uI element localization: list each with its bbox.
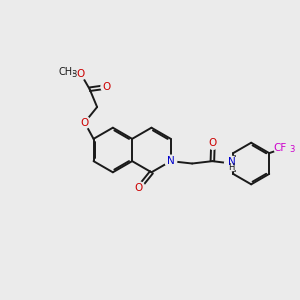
Text: CH: CH bbox=[58, 67, 72, 77]
Text: O: O bbox=[103, 82, 111, 92]
Text: CF: CF bbox=[274, 143, 287, 153]
Text: O: O bbox=[209, 138, 217, 148]
Text: N: N bbox=[167, 156, 175, 166]
Circle shape bbox=[133, 182, 145, 194]
Text: O: O bbox=[76, 69, 85, 79]
Text: O: O bbox=[80, 118, 89, 128]
Circle shape bbox=[101, 81, 113, 93]
Text: 3: 3 bbox=[71, 70, 76, 79]
Text: H: H bbox=[229, 163, 235, 172]
Text: O: O bbox=[135, 183, 143, 193]
Circle shape bbox=[225, 156, 239, 171]
Text: N: N bbox=[228, 157, 236, 167]
Text: 3: 3 bbox=[290, 145, 295, 154]
Circle shape bbox=[79, 117, 91, 128]
Circle shape bbox=[75, 68, 87, 80]
Circle shape bbox=[165, 155, 177, 167]
Circle shape bbox=[207, 137, 219, 149]
Circle shape bbox=[274, 137, 295, 158]
Circle shape bbox=[56, 64, 73, 81]
